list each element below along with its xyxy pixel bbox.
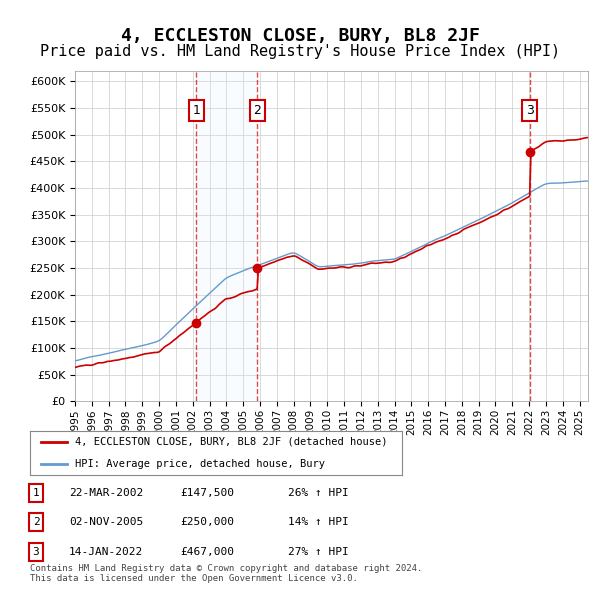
Text: £250,000: £250,000 bbox=[180, 517, 234, 527]
Text: 14-JAN-2022: 14-JAN-2022 bbox=[69, 547, 143, 556]
Text: 1: 1 bbox=[32, 488, 40, 497]
Text: 2: 2 bbox=[253, 104, 261, 117]
Text: 1: 1 bbox=[193, 104, 200, 117]
Text: 22-MAR-2002: 22-MAR-2002 bbox=[69, 488, 143, 497]
Text: 3: 3 bbox=[32, 547, 40, 556]
Bar bbox=[196, 71, 257, 401]
Text: 2: 2 bbox=[32, 517, 40, 527]
Text: 02-NOV-2005: 02-NOV-2005 bbox=[69, 517, 143, 527]
Text: 4, ECCLESTON CLOSE, BURY, BL8 2JF (detached house): 4, ECCLESTON CLOSE, BURY, BL8 2JF (detac… bbox=[74, 437, 387, 447]
Text: 4, ECCLESTON CLOSE, BURY, BL8 2JF: 4, ECCLESTON CLOSE, BURY, BL8 2JF bbox=[121, 27, 479, 45]
Text: 26% ↑ HPI: 26% ↑ HPI bbox=[288, 488, 349, 497]
Text: HPI: Average price, detached house, Bury: HPI: Average price, detached house, Bury bbox=[74, 459, 325, 469]
Text: £147,500: £147,500 bbox=[180, 488, 234, 497]
Text: 3: 3 bbox=[526, 104, 534, 117]
Text: 14% ↑ HPI: 14% ↑ HPI bbox=[288, 517, 349, 527]
Text: Contains HM Land Registry data © Crown copyright and database right 2024.
This d: Contains HM Land Registry data © Crown c… bbox=[30, 563, 422, 583]
Text: £467,000: £467,000 bbox=[180, 547, 234, 556]
Text: Price paid vs. HM Land Registry's House Price Index (HPI): Price paid vs. HM Land Registry's House … bbox=[40, 44, 560, 59]
Text: 27% ↑ HPI: 27% ↑ HPI bbox=[288, 547, 349, 556]
